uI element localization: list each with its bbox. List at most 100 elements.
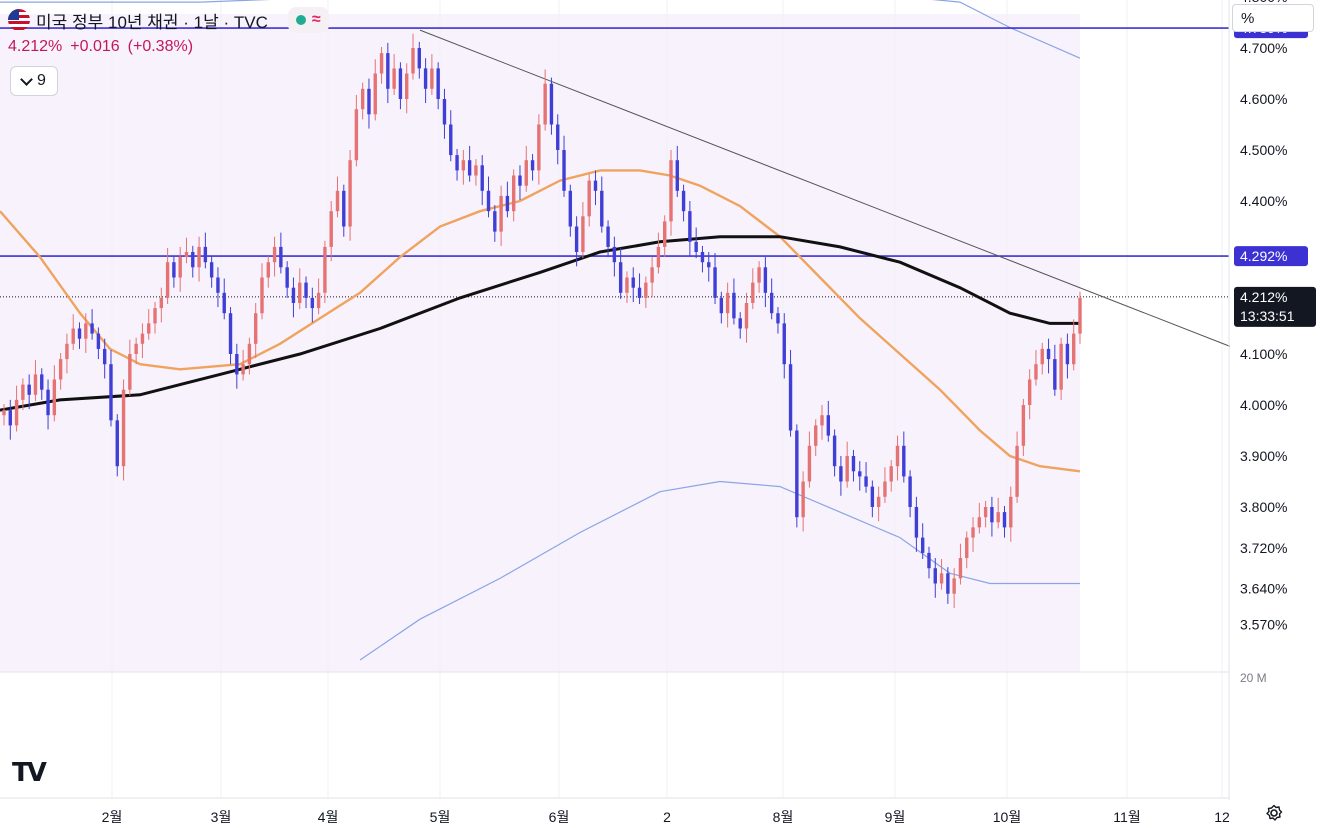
candle-body — [593, 180, 598, 191]
candle-body — [631, 277, 635, 288]
candle-body — [316, 292, 321, 309]
candle-body — [1053, 359, 1057, 390]
price-tick-label: 3.900% — [1240, 448, 1287, 464]
candle-body — [902, 445, 906, 477]
candle-body — [587, 180, 591, 217]
candle-body — [958, 558, 963, 579]
candle-body — [360, 88, 365, 110]
candle-body — [279, 246, 283, 268]
candle-body — [417, 48, 421, 69]
candle-body — [348, 160, 352, 227]
candle-body — [184, 252, 189, 258]
candle-body — [58, 359, 63, 380]
time-tick-label: 2월 — [102, 809, 123, 825]
candle-body — [480, 165, 484, 191]
candle-body — [971, 527, 975, 538]
candle-body — [537, 124, 541, 171]
candle-body — [298, 282, 302, 303]
candle-body — [977, 517, 982, 528]
price-tick-label: 4.800% — [1240, 0, 1287, 5]
candle-body — [1059, 343, 1063, 390]
candle-body — [820, 415, 824, 426]
candle-body — [260, 277, 264, 314]
price-tick-label: 4.400% — [1240, 193, 1287, 209]
candle-body — [769, 292, 774, 314]
candle-body — [524, 160, 528, 186]
candle-body — [757, 267, 761, 283]
time-tick-label: 9월 — [885, 809, 906, 825]
quote-line: 4.212% +0.016 (+0.38%) — [8, 38, 193, 56]
price-unit-selector[interactable]: % — [1232, 4, 1314, 32]
indicators-toggle-button[interactable]: 9 — [10, 66, 58, 96]
level-price-tag — [1234, 246, 1308, 267]
candles — [2, 33, 1082, 608]
price-axis[interactable]: 4.800% 4.700% 4.600% 4.500% 4.400% 4.100% 4.00… — [1240, 0, 1287, 685]
candle-body — [493, 211, 497, 232]
moving-average-fast-line — [0, 169, 1081, 473]
candle-body — [933, 568, 937, 584]
candle-body — [90, 323, 94, 334]
bollinger-lower-line — [359, 480, 1080, 661]
price-tick-label: 3.570% — [1240, 616, 1287, 632]
candle-body — [449, 124, 453, 156]
candle-body — [367, 88, 371, 115]
level-price-tag-label: 4.292% — [1240, 248, 1287, 264]
candle-body — [876, 496, 881, 507]
candle-body — [27, 384, 31, 395]
price-tick-label: 3.720% — [1240, 540, 1287, 556]
candle-body — [329, 211, 333, 247]
candle-body — [474, 165, 478, 176]
candle-body — [354, 109, 359, 161]
moving-averages — [0, 169, 1081, 473]
price-change: +0.016 — [70, 38, 120, 55]
candle-body — [8, 410, 12, 426]
candle-body — [656, 246, 661, 268]
candle-body — [153, 308, 157, 324]
candle-body — [253, 313, 258, 344]
candle-body — [669, 160, 673, 222]
candle-body — [486, 190, 491, 212]
candle-body — [115, 420, 119, 467]
time-axis[interactable]: 2월 3월 4월 5월 6월 2 8월 9월 10월 11월 12 — [102, 809, 1230, 825]
candle-body — [386, 53, 390, 89]
candle-body — [33, 374, 38, 395]
tradingview-logo-icon[interactable]: TV — [12, 758, 47, 788]
time-tick-label: 5월 — [430, 809, 451, 825]
candle-body — [1072, 333, 1076, 365]
bar-countdown-label: 13:33:51 — [1240, 308, 1295, 324]
candle-body — [134, 343, 138, 354]
candle-body — [379, 53, 384, 74]
symbol-title[interactable]: 미국 정부 10년 채권 · 1날 · TVC — [36, 12, 268, 32]
candle-body — [581, 216, 585, 252]
candle-body — [1027, 379, 1032, 405]
trendline-line — [419, 29, 1231, 347]
candle-body — [826, 415, 831, 436]
candle-body — [518, 175, 522, 186]
candle-body — [751, 282, 755, 303]
time-tick-label: 10월 — [993, 809, 1021, 825]
status-pill[interactable]: ≈ — [287, 7, 329, 33]
candle-body — [405, 73, 409, 99]
candle-body — [939, 573, 944, 584]
price-tick-label: 4.100% — [1240, 346, 1287, 362]
candle-body — [832, 435, 837, 467]
candle-body — [423, 68, 428, 89]
market-open-dot-icon — [295, 15, 306, 25]
candle-body — [864, 476, 868, 487]
candle-body — [430, 68, 434, 89]
candle-body — [159, 297, 164, 309]
candle-body — [436, 68, 440, 99]
candle-body — [310, 297, 315, 309]
candle-body — [335, 190, 340, 212]
symbol-header[interactable]: 미국 정부 10년 채권 · 1날 · TVC ≈ — [8, 6, 329, 34]
candle-body — [914, 507, 919, 538]
candle-body — [713, 267, 717, 298]
settings-gear-icon[interactable] — [1265, 804, 1283, 822]
candle-body — [1002, 512, 1007, 528]
candle-body — [46, 389, 50, 416]
candle-body — [920, 537, 925, 553]
candle-body — [549, 83, 554, 125]
candle-body — [304, 282, 308, 298]
candle-body — [927, 552, 931, 569]
